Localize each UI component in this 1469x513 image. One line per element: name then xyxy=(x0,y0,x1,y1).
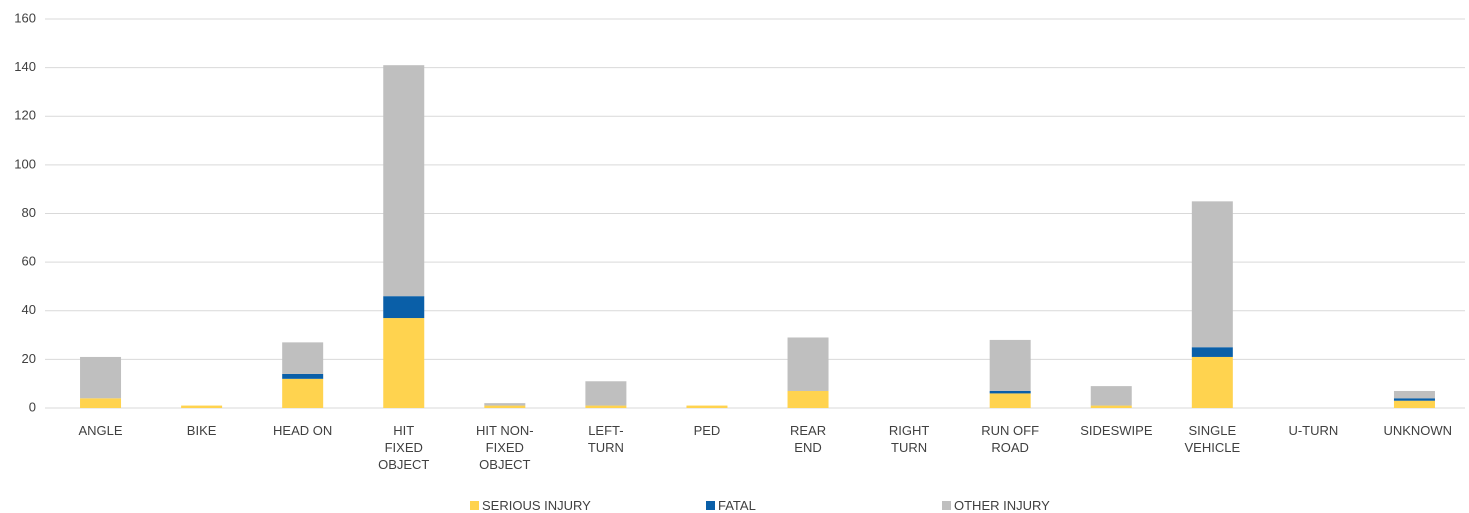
x-tick-label: HEAD ON xyxy=(273,423,333,438)
y-tick-label: 160 xyxy=(14,10,36,25)
bar-segment xyxy=(1191,201,1233,348)
x-tick-label: SIDESWIPE xyxy=(1080,423,1153,438)
bar-segment xyxy=(80,398,122,408)
bar-segment xyxy=(282,373,324,379)
legend-swatch xyxy=(706,501,715,510)
legend-item: SERIOUS INJURY xyxy=(470,498,591,513)
bar-segment xyxy=(787,337,829,391)
bar-segment xyxy=(181,405,223,408)
x-tick-label: HIT NON-FIXED OBJECT xyxy=(476,423,534,472)
x-tick-label: UNKNOWN xyxy=(1383,423,1453,438)
y-tick-label: 120 xyxy=(14,108,36,123)
bar-segment xyxy=(1393,400,1435,408)
bar-segment xyxy=(989,393,1031,408)
y-tick-label: 140 xyxy=(14,59,36,74)
bar-segment xyxy=(282,342,324,374)
bar-segment xyxy=(282,378,324,408)
x-tick-label: PED xyxy=(693,423,721,438)
bar-segment xyxy=(989,390,1031,394)
x-tick-label: REAR END xyxy=(789,423,827,455)
bar-segment xyxy=(686,405,728,408)
bar-segment xyxy=(1191,347,1233,357)
bar-segment xyxy=(80,356,122,399)
x-tick-label: ANGLE xyxy=(78,423,123,438)
bar-segment xyxy=(1393,398,1435,401)
bar-segment xyxy=(383,318,425,408)
x-tick-label: HIT FIXED OBJECT xyxy=(378,423,430,472)
x-tick-label: RUN OFF ROAD xyxy=(981,423,1040,455)
bar-segment xyxy=(383,296,425,319)
bar-segment xyxy=(383,65,425,297)
bar-segment xyxy=(585,381,627,406)
bar-segment xyxy=(484,403,526,406)
bar-segment xyxy=(989,339,1031,391)
legend-label: FATAL xyxy=(718,498,756,513)
y-tick-label: 80 xyxy=(22,205,36,220)
x-tick-label: RIGHT TURN xyxy=(888,423,930,455)
bar-segment xyxy=(1393,390,1435,399)
bar-segment xyxy=(1090,386,1132,406)
bar-segment xyxy=(787,390,829,408)
x-tick-label: SINGLE VEHICLE xyxy=(1184,423,1241,455)
y-tick-label: 100 xyxy=(14,156,36,171)
bar-segment xyxy=(1090,405,1132,408)
legend-item: FATAL xyxy=(706,498,756,513)
y-tick-label: 60 xyxy=(22,254,36,269)
x-tick-label: U-TURN xyxy=(1288,423,1339,438)
legend-swatch xyxy=(942,501,951,510)
legend-label: SERIOUS INJURY xyxy=(482,498,591,513)
legend-item: OTHER INJURY xyxy=(942,498,1050,513)
legend-swatch xyxy=(470,501,479,510)
x-tick-label: LEFT-TURN xyxy=(587,423,624,455)
bar-segment xyxy=(585,405,627,408)
y-tick-label: 40 xyxy=(22,302,36,317)
bar-segment xyxy=(1191,356,1233,408)
x-tick-label: BIKE xyxy=(186,423,217,438)
y-tick-label: 0 xyxy=(29,399,36,414)
legend-label: OTHER INJURY xyxy=(954,498,1050,513)
y-tick-label: 20 xyxy=(22,351,36,366)
bar-segment xyxy=(484,405,526,408)
